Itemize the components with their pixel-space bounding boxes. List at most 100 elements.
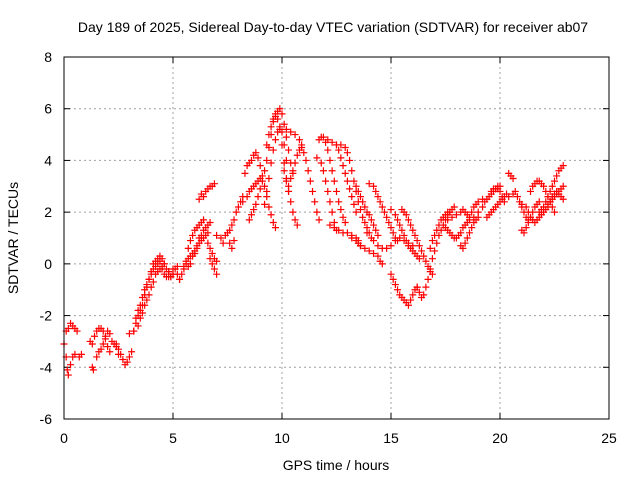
data-point: [97, 345, 105, 353]
data-point: [278, 128, 286, 136]
data-point: [337, 206, 345, 214]
data-point: [378, 203, 386, 211]
data-point: [311, 198, 319, 206]
data-point: [524, 208, 532, 216]
data-point: [361, 218, 369, 226]
data-point: [293, 221, 301, 229]
data-point: [540, 182, 548, 190]
data-point: [468, 208, 476, 216]
data-point: [559, 162, 567, 170]
data-point: [465, 229, 473, 237]
series-arc-42: [487, 169, 517, 195]
data-point: [89, 366, 97, 374]
data-point: [365, 211, 373, 219]
data-point: [383, 213, 391, 221]
data-point: [402, 211, 410, 219]
data-point: [551, 177, 558, 185]
data-point: [67, 361, 75, 369]
data-point: [389, 275, 397, 283]
x-tick-label: 5: [169, 430, 177, 446]
data-point: [527, 187, 535, 195]
data-point: [350, 177, 358, 185]
data-point: [346, 185, 354, 193]
data-point: [411, 231, 419, 239]
data-point: [343, 229, 351, 237]
grid: [64, 57, 609, 419]
data-point: [228, 221, 236, 229]
data-point: [374, 252, 382, 260]
data-point: [285, 182, 293, 190]
data-point: [341, 169, 349, 177]
data-point: [391, 281, 399, 289]
data-point: [333, 187, 340, 195]
data-point: [125, 330, 133, 338]
data-point: [559, 182, 567, 190]
data-point: [271, 136, 279, 144]
data-point: [169, 265, 177, 273]
series-arc-37: [442, 216, 473, 242]
data-point: [337, 154, 345, 162]
data-point: [350, 200, 358, 208]
data-point: [125, 353, 133, 361]
data-point: [287, 175, 295, 183]
y-tick-label: -2: [40, 308, 53, 324]
data-point: [428, 270, 436, 278]
data-point: [300, 149, 308, 157]
data-point: [134, 322, 142, 330]
data-point: [326, 198, 334, 206]
series-arc-17: [241, 149, 279, 232]
data-point: [343, 177, 351, 185]
data-point: [210, 265, 218, 273]
series-arc-36: [426, 203, 458, 252]
data-point: [359, 198, 367, 206]
data-point: [280, 141, 288, 149]
data-point: [559, 195, 567, 203]
data-point: [143, 281, 151, 289]
data-point: [505, 193, 513, 201]
data-point: [335, 198, 343, 206]
data-point: [265, 175, 273, 183]
data-point: [418, 247, 426, 255]
data-point: [420, 252, 428, 260]
series-arc-22: [282, 125, 323, 224]
data-point: [551, 208, 558, 216]
data-point: [206, 218, 214, 226]
data-point: [269, 218, 277, 226]
data-point: [247, 156, 255, 164]
data-point: [306, 177, 314, 185]
series-arc-11: [184, 216, 208, 252]
data-point: [106, 348, 114, 356]
data-point: [263, 156, 271, 164]
data-point: [141, 286, 149, 294]
y-tick-label: 6: [44, 101, 52, 117]
data-point: [415, 255, 423, 263]
data-point: [250, 206, 258, 214]
series-arc-33: [387, 270, 421, 309]
data-point: [315, 216, 323, 224]
data-point: [356, 193, 364, 201]
data-point: [474, 208, 482, 216]
data-point: [241, 169, 249, 177]
data-point: [293, 151, 301, 159]
data-point: [302, 156, 310, 164]
data-point: [394, 216, 402, 224]
data-point: [291, 159, 299, 167]
data-point: [269, 146, 277, 154]
data-point: [128, 348, 136, 356]
data-point: [509, 175, 517, 183]
data-point: [112, 343, 120, 351]
data-point: [322, 177, 330, 185]
data-point: [328, 138, 336, 146]
data-point: [282, 177, 290, 185]
data-point: [450, 203, 458, 211]
data-point: [191, 250, 199, 258]
data-point: [204, 229, 212, 237]
data-point: [178, 270, 186, 278]
data-point: [431, 231, 439, 239]
data-point: [138, 309, 146, 317]
data-point: [365, 180, 373, 188]
data-point: [394, 286, 402, 294]
data-point: [387, 206, 395, 214]
data-point: [206, 255, 214, 263]
data-point: [370, 221, 378, 229]
